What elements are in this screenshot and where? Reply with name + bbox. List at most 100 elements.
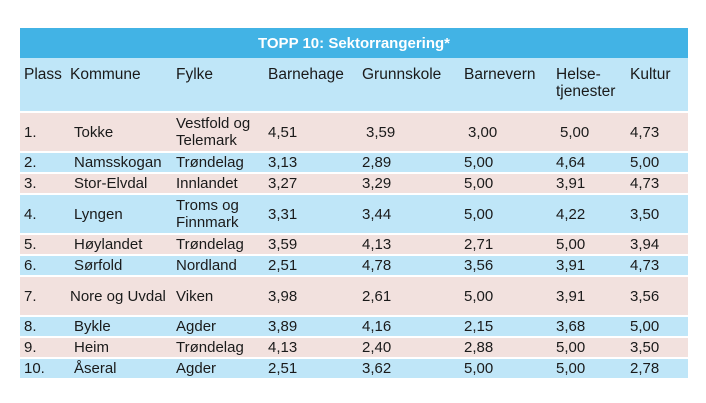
- cell-helsetjenester: 4,22: [552, 194, 626, 235]
- cell-kommune: Høylandet: [66, 234, 172, 256]
- cell-plass: 6.: [20, 255, 66, 277]
- table-row: 10. Åseral Agder 2,51 3,62 5,00 5,00 2,78: [20, 358, 689, 380]
- cell-kommune: Bykle: [66, 316, 172, 338]
- cell-plass: 9.: [20, 337, 66, 359]
- cell-barnehage: 3,98: [264, 276, 358, 317]
- cell-plass: 10.: [20, 358, 66, 380]
- cell-kultur: 3,50: [626, 337, 689, 359]
- cell-helsetjenester: 3,91: [552, 276, 626, 317]
- cell-barnevern: 2,88: [460, 337, 552, 359]
- cell-fylke: Vestfold og Telemark: [172, 112, 264, 153]
- table-row: 8. Bykle Agder 3,89 4,16 2,15 3,68 5,00: [20, 316, 689, 338]
- cell-kommune: Lyngen: [66, 194, 172, 235]
- cell-fylke: Nordland: [172, 255, 264, 277]
- cell-fylke: Innlandet: [172, 173, 264, 195]
- cell-barnehage: 2,51: [264, 358, 358, 380]
- col-header-grunnskole: Grunnskole: [358, 58, 460, 113]
- cell-kommune: Sørfold: [66, 255, 172, 277]
- cell-helsetjenester: 4,64: [552, 152, 626, 174]
- cell-kommune: Stor-Elvdal: [66, 173, 172, 195]
- table-body: 1. Tokke Vestfold og Telemark 4,51 3,59 3,00 5…: [20, 112, 689, 380]
- col-header-barnevern: Barnevern: [460, 58, 552, 113]
- cell-barnevern: 2,15: [460, 316, 552, 338]
- cell-barnevern: 2,71: [460, 234, 552, 256]
- table-row: 9. Heim Trøndelag 4,13 2,40 2,88 5,00 3,50: [20, 337, 689, 359]
- cell-fylke: Trøndelag: [172, 337, 264, 359]
- cell-plass: 3.: [20, 173, 66, 195]
- cell-fylke: Troms og Finnmark: [172, 194, 264, 235]
- cell-barnehage: 3,13: [264, 152, 358, 174]
- cell-kultur: 4,73: [626, 255, 689, 277]
- cell-helsetjenester: 5,00: [552, 112, 626, 153]
- cell-grunnskole: 4,78: [358, 255, 460, 277]
- cell-fylke: Trøndelag: [172, 152, 264, 174]
- col-header-barnehage: Barnehage: [264, 58, 358, 113]
- cell-barnehage: 3,27: [264, 173, 358, 195]
- cell-grunnskole: 2,89: [358, 152, 460, 174]
- cell-kultur: 4,73: [626, 112, 689, 153]
- cell-barnevern: 5,00: [460, 173, 552, 195]
- cell-grunnskole: 3,44: [358, 194, 460, 235]
- cell-barnevern: 5,00: [460, 358, 552, 380]
- ranking-table-container: TOPP 10: Sektorrangering* Plass Kommune Fy…: [20, 28, 689, 380]
- cell-plass: 1.: [20, 112, 66, 153]
- cell-grunnskole: 4,16: [358, 316, 460, 338]
- cell-barnehage: 4,51: [264, 112, 358, 153]
- table-row: 6. Sørfold Nordland 2,51 4,78 3,56 3,91 4,73: [20, 255, 689, 277]
- cell-barnehage: 3,59: [264, 234, 358, 256]
- cell-fylke: Agder: [172, 358, 264, 380]
- cell-helsetjenester: 3,91: [552, 173, 626, 195]
- cell-grunnskole: 3,62: [358, 358, 460, 380]
- table-row: 2. Namsskogan Trøndelag 3,13 2,89 5,00 4,64 5,0…: [20, 152, 689, 174]
- table-row: 1. Tokke Vestfold og Telemark 4,51 3,59 3,00 5…: [20, 112, 689, 153]
- cell-barnevern: 3,56: [460, 255, 552, 277]
- cell-helsetjenester: 5,00: [552, 358, 626, 380]
- cell-plass: 2.: [20, 152, 66, 174]
- cell-plass: 8.: [20, 316, 66, 338]
- cell-barnehage: 2,51: [264, 255, 358, 277]
- col-header-kultur: Kultur: [626, 58, 689, 113]
- cell-kultur: 2,78: [626, 358, 689, 380]
- cell-grunnskole: 2,61: [358, 276, 460, 317]
- cell-kultur: 3,56: [626, 276, 689, 317]
- cell-barnehage: 3,31: [264, 194, 358, 235]
- cell-barnehage: 3,89: [264, 316, 358, 338]
- cell-plass: 7.: [20, 276, 66, 317]
- cell-plass: 4.: [20, 194, 66, 235]
- cell-fylke: Trøndelag: [172, 234, 264, 256]
- cell-helsetjenester: 5,00: [552, 337, 626, 359]
- cell-helsetjenester: 3,68: [552, 316, 626, 338]
- cell-kommune: Åseral: [66, 358, 172, 380]
- ranking-table: TOPP 10: Sektorrangering* Plass Kommune Fy…: [20, 28, 689, 380]
- cell-barnevern: 3,00: [460, 112, 552, 153]
- cell-kultur: 4,73: [626, 173, 689, 195]
- cell-kultur: 5,00: [626, 316, 689, 338]
- cell-barnevern: 5,00: [460, 276, 552, 317]
- cell-kommune: Heim: [66, 337, 172, 359]
- cell-barnevern: 5,00: [460, 194, 552, 235]
- col-header-kommune: Kommune: [66, 58, 172, 113]
- cell-grunnskole: 3,59: [358, 112, 460, 153]
- table-title-row: TOPP 10: Sektorrangering*: [20, 28, 689, 58]
- table-title: TOPP 10: Sektorrangering*: [20, 28, 689, 58]
- cell-barnehage: 4,13: [264, 337, 358, 359]
- col-header-helsetjenester: Helse-tjenester: [552, 58, 626, 113]
- cell-helsetjenester: 3,91: [552, 255, 626, 277]
- cell-fylke: Agder: [172, 316, 264, 338]
- cell-kultur: 5,00: [626, 152, 689, 174]
- cell-kultur: 3,50: [626, 194, 689, 235]
- cell-grunnskole: 3,29: [358, 173, 460, 195]
- cell-fylke: Viken: [172, 276, 264, 317]
- cell-helsetjenester: 5,00: [552, 234, 626, 256]
- cell-kommune: Namsskogan: [66, 152, 172, 174]
- table-row: 4. Lyngen Troms og Finnmark 3,31 3,44 5,00 4,2…: [20, 194, 689, 235]
- table-header-row: Plass Kommune Fylke Barnehage Grunnskole Barn…: [20, 58, 689, 113]
- cell-grunnskole: 2,40: [358, 337, 460, 359]
- cell-grunnskole: 4,13: [358, 234, 460, 256]
- col-header-fylke: Fylke: [172, 58, 264, 113]
- col-header-plass: Plass: [20, 58, 66, 113]
- table-row: 3. Stor-Elvdal Innlandet 3,27 3,29 5,00 3,91 4,…: [20, 173, 689, 195]
- table-row: 5. Høylandet Trøndelag 3,59 4,13 2,71 5,00 3,94: [20, 234, 689, 256]
- table-row: 7. Nore og Uvdal Viken 3,98 2,61 5,00 3,91 3,56: [20, 276, 689, 317]
- cell-plass: 5.: [20, 234, 66, 256]
